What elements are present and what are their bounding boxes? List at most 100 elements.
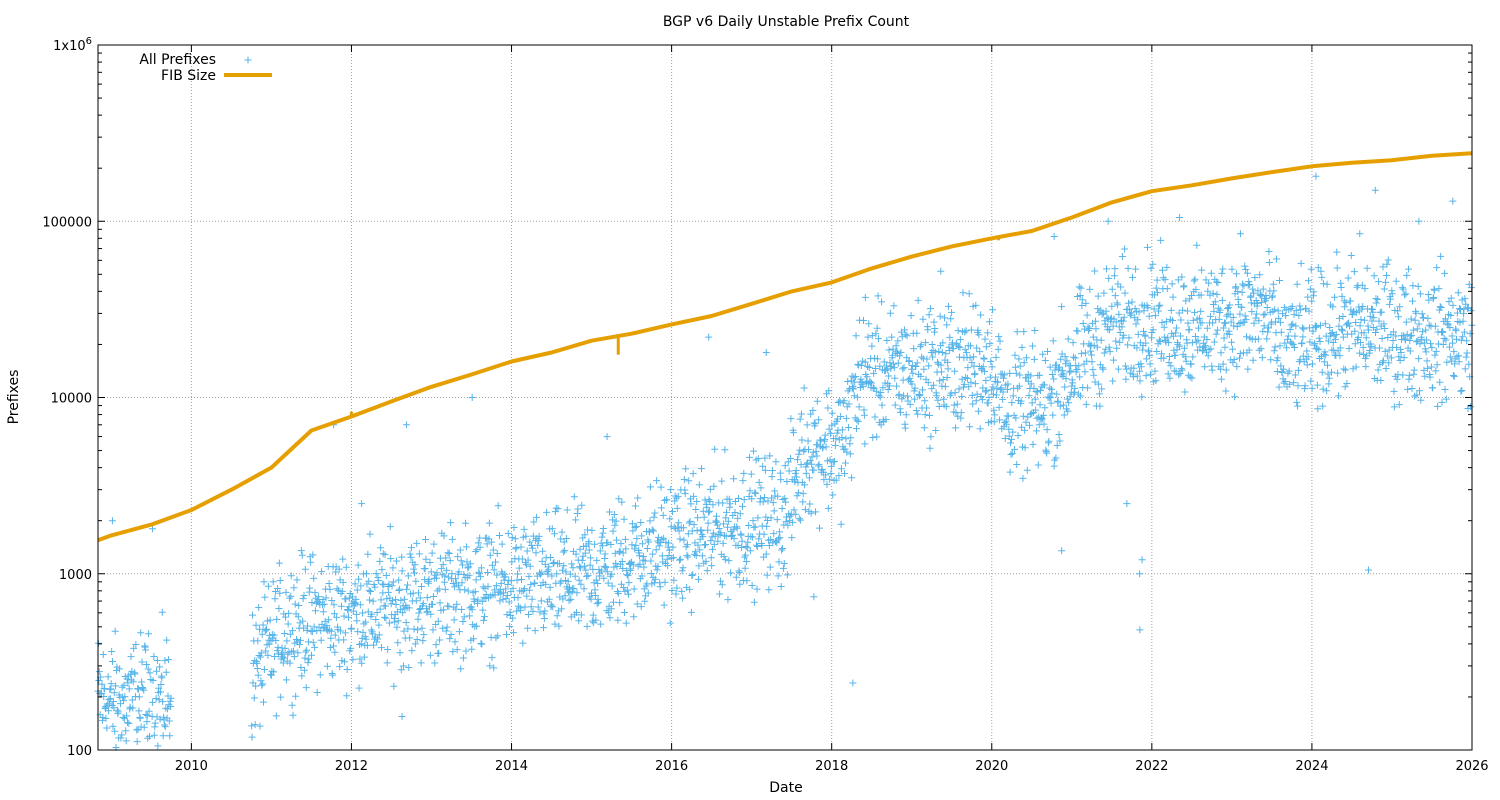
data-point [1023,374,1031,382]
data-point [845,400,853,408]
data-point [1260,311,1268,319]
data-point [888,333,896,341]
data-point [1144,304,1152,312]
data-point [930,381,938,389]
data-point [1448,332,1456,340]
data-point [773,539,781,547]
data-point [517,575,525,583]
data-point [165,717,173,725]
data-point [740,469,748,477]
data-point [363,641,371,649]
data-point [118,731,126,739]
data-point [914,410,922,418]
data-point [973,390,981,398]
data-point [1392,277,1400,285]
data-point [1173,346,1181,354]
data-point [1180,344,1188,352]
data-point [1364,326,1372,334]
data-point [646,517,654,525]
data-point [578,556,586,564]
data-point [406,550,414,558]
data-point [1076,373,1084,381]
data-point [719,539,727,547]
data-point [257,649,265,657]
data-point [578,501,586,509]
data-point [901,424,909,432]
data-point [1171,351,1179,359]
data-point [1070,353,1078,361]
data-point [689,470,697,478]
data-point [1405,371,1413,379]
data-point [720,532,728,540]
data-point [1147,370,1155,378]
data-point [1163,285,1171,293]
data-point [519,639,527,647]
data-point [1336,344,1344,352]
data-point [639,552,647,560]
data-point [639,540,647,548]
data-point [1265,258,1273,266]
data-point [694,514,702,522]
data-point [1345,345,1353,353]
data-point [259,621,267,629]
data-point [734,542,742,550]
data-point [1084,384,1092,392]
data-point [755,535,763,543]
data-point [1360,316,1368,324]
data-point [1332,330,1340,338]
data-point [1161,276,1169,284]
data-point [1246,280,1254,288]
data-point [474,539,482,547]
data-point [446,635,454,643]
data-point [1191,333,1199,341]
data-point [1437,304,1445,312]
data-point [1161,333,1169,341]
data-point [517,606,525,614]
data-point [741,564,749,572]
data-point [283,637,291,645]
data-point [1421,372,1429,380]
data-point [1167,362,1175,370]
data-point [936,312,944,320]
data-point [619,549,627,557]
data-point [1027,372,1035,380]
data-point [1262,295,1270,303]
data-point [439,561,447,569]
data-point [924,326,932,334]
data-point [1427,340,1435,348]
data-point [920,365,928,373]
data-point [1124,264,1132,272]
data-point [1383,352,1391,360]
data-point [509,614,517,622]
data-point [1449,301,1457,309]
data-point [696,546,704,554]
data-point [1076,292,1084,300]
data-point [433,587,441,595]
data-point [583,572,591,580]
data-point [351,600,359,608]
data-point [801,481,809,489]
data-point [1257,290,1265,298]
data-point [725,495,733,503]
data-point [275,605,283,613]
data-point [1029,342,1037,350]
data-point [1367,342,1375,350]
data-point [1344,274,1352,282]
data-point [1290,311,1298,319]
data-point [381,551,389,559]
data-point [1057,355,1065,363]
data-point [1209,289,1217,297]
data-point [296,640,304,648]
data-point [405,664,413,672]
data-point [158,674,166,682]
data-point [1198,319,1206,327]
data-point [666,619,674,627]
data-point [161,723,169,731]
data-point [541,607,549,615]
data-point [1015,355,1023,363]
data-point [992,373,1000,381]
data-point [977,311,985,319]
data-point [674,523,682,531]
data-point [711,532,719,540]
data-point [1281,339,1289,347]
